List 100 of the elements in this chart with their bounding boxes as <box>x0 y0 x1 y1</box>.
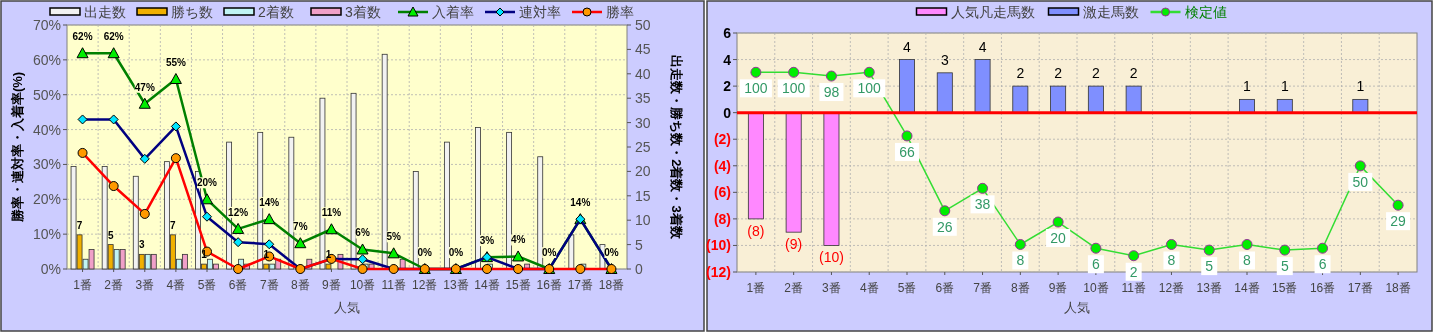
y2-tick-label: 10 <box>635 212 651 229</box>
legend-label: 連対率 <box>519 4 561 20</box>
x-tick-label: 11番 <box>381 278 406 292</box>
x-tick-label: 4番 <box>166 278 186 292</box>
x-tick-label: 17番 <box>567 278 594 292</box>
x-tick-label: 2番 <box>104 278 124 292</box>
data-label: 20 <box>1050 230 1067 247</box>
data-label: 3 <box>139 239 145 251</box>
y-tick-label: 2 <box>723 78 732 95</box>
data-label: 50 <box>1352 173 1369 190</box>
x-tick-label: 3番 <box>135 278 155 292</box>
data-label: 2 <box>1054 65 1063 82</box>
data-label: 5 <box>107 229 114 241</box>
y2-tick-label: 50 <box>635 17 651 33</box>
x-tick-label: 7番 <box>259 278 279 292</box>
y2-tick-label: 40 <box>635 65 651 82</box>
data-label: 1 <box>325 249 332 261</box>
x-tick-label: 15番 <box>505 278 531 292</box>
data-label: 14% <box>259 197 280 209</box>
data-label: 5 <box>1205 258 1214 275</box>
data-label: 14% <box>570 197 591 209</box>
y2-tick-label: 45 <box>635 41 651 58</box>
x-axis-title: 人気 <box>1064 300 1090 315</box>
legend-label: 人気凡走馬数 <box>950 4 1035 20</box>
legend-label: 激走馬数 <box>1082 4 1139 20</box>
y2-tick-label: 0 <box>635 261 643 277</box>
data-label: 6 <box>1091 256 1100 273</box>
x-tick-label: 9番 <box>1048 281 1068 295</box>
y-tick-label: 0 <box>723 104 732 121</box>
x-tick-label: 4番 <box>859 281 879 295</box>
data-label: 4 <box>978 38 987 55</box>
data-label: 8 <box>1167 252 1176 269</box>
data-label: (8) <box>747 222 765 239</box>
data-label: 0% <box>417 247 433 258</box>
data-label: (9) <box>785 236 803 253</box>
x-tick-label: 12番 <box>1158 281 1185 295</box>
data-label: 0% <box>448 247 464 258</box>
data-label: 62% <box>103 31 124 43</box>
x-tick-label: 6番 <box>935 281 955 295</box>
y-tick-label: (6) <box>713 184 731 201</box>
x-tick-label: 5番 <box>197 278 217 292</box>
data-label: (10) <box>818 249 844 266</box>
y-tick-label: (8) <box>713 210 731 227</box>
legend-label: 勝率 <box>606 4 634 20</box>
legend-label: 出走数 <box>84 4 126 20</box>
y-tick-label: 40% <box>32 121 61 138</box>
x-tick-label: 2番 <box>784 281 804 295</box>
data-label: 11% <box>321 207 342 219</box>
data-label: 2 <box>1129 263 1138 280</box>
data-label: 98 <box>823 84 840 101</box>
x-tick-label: 12番 <box>412 278 438 292</box>
data-label: 100 <box>857 80 882 97</box>
legend-label: 勝ち数 <box>171 4 213 20</box>
y-tick-label: (2) <box>713 131 731 148</box>
data-label: 0% <box>542 247 557 258</box>
data-label: 3 <box>940 51 949 68</box>
x-tick-label: 10番 <box>1083 281 1109 295</box>
x-tick-label: 18番 <box>1385 281 1411 295</box>
x-tick-label: 14番 <box>474 278 500 292</box>
data-label: 4 <box>903 38 912 55</box>
y2-tick-label: 30 <box>635 114 651 131</box>
y2-tick-label: 5 <box>635 236 643 253</box>
data-label: 12% <box>228 206 249 218</box>
y-tick-label: 50% <box>32 86 61 103</box>
y-tick-label: 30% <box>32 156 61 173</box>
data-label: 0% <box>604 247 619 258</box>
x-tick-label: 5番 <box>897 281 917 295</box>
y2-tick-label: 25 <box>635 139 651 155</box>
x-tick-label: 17番 <box>1347 281 1374 295</box>
y-tick-label: 10% <box>32 226 61 243</box>
data-label: 2 <box>1129 65 1138 82</box>
x-tick-label: 13番 <box>443 278 469 292</box>
data-label: 3% <box>479 235 495 247</box>
y-tick-label: 6 <box>723 25 732 41</box>
x-tick-label: 16番 <box>536 278 562 292</box>
y-axis-title: 勝率・連対率・入着率(%) <box>10 71 25 224</box>
x-tick-label: 10番 <box>349 278 376 292</box>
legend-label: 入着率 <box>432 4 474 20</box>
data-label: 1 <box>263 249 270 261</box>
x-tick-label: 8番 <box>290 278 310 292</box>
x-tick-label: 14番 <box>1234 281 1260 295</box>
x-tick-label: 1番 <box>746 281 766 295</box>
data-label: 7% <box>293 221 308 233</box>
y2-axis-title: 出走数・勝ち数・2着数・3着数 <box>669 55 684 240</box>
data-label: 7 <box>170 219 177 231</box>
data-label: 100 <box>744 80 768 97</box>
data-label: 2 <box>1091 65 1100 82</box>
legend-label: 2着数 <box>258 4 294 20</box>
data-label: 5% <box>386 231 401 243</box>
x-tick-label: 8番 <box>1010 281 1030 295</box>
y2-tick-label: 20 <box>635 163 651 180</box>
x-tick-label: 15番 <box>1272 281 1298 295</box>
x-tick-label: 18番 <box>598 278 625 292</box>
y-tick-label: (4) <box>713 157 731 174</box>
data-label: 8 <box>1243 252 1252 269</box>
x-tick-label: 9番 <box>322 278 341 292</box>
data-label: 62% <box>72 31 93 43</box>
x-tick-label: 13番 <box>1196 281 1222 295</box>
data-label: 2 <box>1016 65 1025 82</box>
data-label: 4% <box>510 234 526 246</box>
